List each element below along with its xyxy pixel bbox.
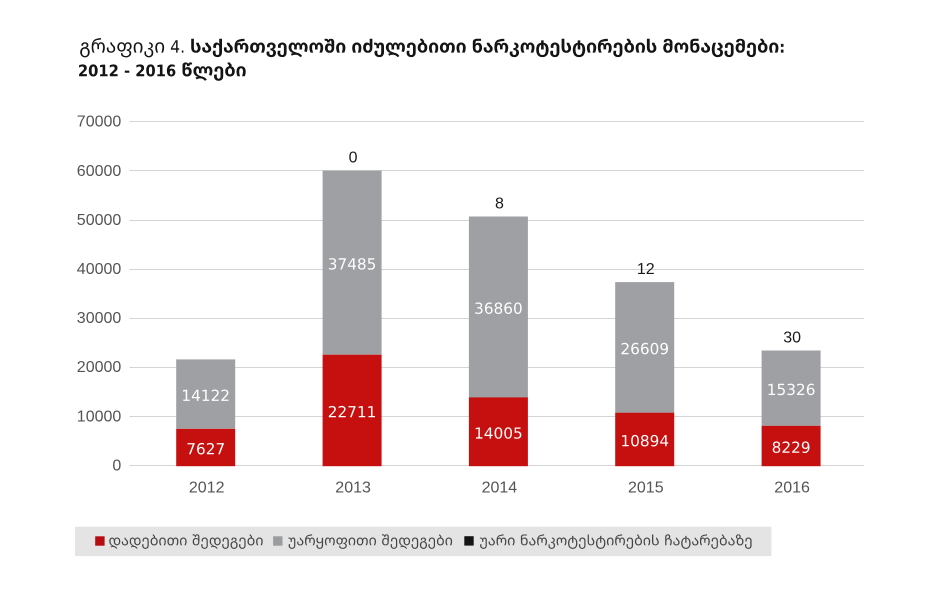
svg-text:0: 0 xyxy=(112,457,121,474)
svg-text:2012: 2012 xyxy=(189,479,225,496)
svg-text:30: 30 xyxy=(783,330,801,347)
svg-text:2014: 2014 xyxy=(482,479,518,496)
svg-text:70000: 70000 xyxy=(77,114,122,131)
svg-text:20000: 20000 xyxy=(77,359,122,376)
svg-text:10000: 10000 xyxy=(77,408,122,425)
svg-text:40000: 40000 xyxy=(77,261,122,278)
svg-text:8: 8 xyxy=(495,196,504,213)
svg-text:2016: 2016 xyxy=(774,479,810,496)
svg-text:2013: 2013 xyxy=(335,479,371,496)
svg-text:30000: 30000 xyxy=(77,310,122,327)
svg-text:12: 12 xyxy=(637,261,655,278)
svg-text:50000: 50000 xyxy=(77,212,122,229)
svg-text:0: 0 xyxy=(349,150,358,167)
svg-text:60000: 60000 xyxy=(77,163,122,180)
svg-text:2015: 2015 xyxy=(628,479,664,496)
